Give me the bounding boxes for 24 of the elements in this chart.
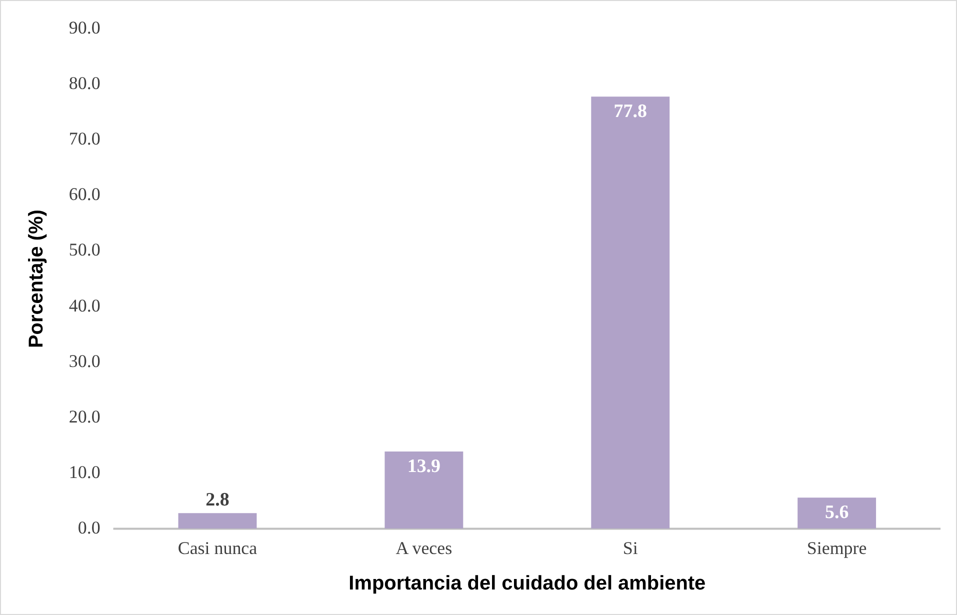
bar <box>591 96 670 529</box>
y-tick-label: 40.0 <box>68 295 100 316</box>
bar <box>178 513 257 529</box>
data-label: 13.9 <box>407 456 441 477</box>
y-tick-label: 50.0 <box>68 240 100 260</box>
y-tick-label: 0.0 <box>78 517 100 538</box>
y-tick-label: 20.0 <box>68 406 100 426</box>
x-tick-label: Siempre <box>806 538 867 558</box>
x-tick-label: Si <box>622 538 638 558</box>
x-tick-label: A veces <box>396 538 452 558</box>
bar <box>384 451 464 529</box>
y-tick-label: 80.0 <box>68 73 100 94</box>
data-label: 2.8 <box>206 490 230 511</box>
data-label: 5.6 <box>824 502 849 523</box>
x-tick-label: Casi nunca <box>178 538 258 558</box>
data-label: 77.8 <box>614 101 647 122</box>
y-tick-label: 10.0 <box>68 462 100 482</box>
y-tick-label: 30.0 <box>68 350 100 371</box>
bar <box>798 498 876 529</box>
y-tick-label: 90.0 <box>68 18 100 38</box>
x-axis-title: Importancia del cuidado del ambiente <box>348 572 706 595</box>
y-tick-label: 60.0 <box>68 184 100 204</box>
y-axis-title: Porcentaje (%) <box>25 210 48 348</box>
y-tick-label: 70.0 <box>68 128 100 149</box>
